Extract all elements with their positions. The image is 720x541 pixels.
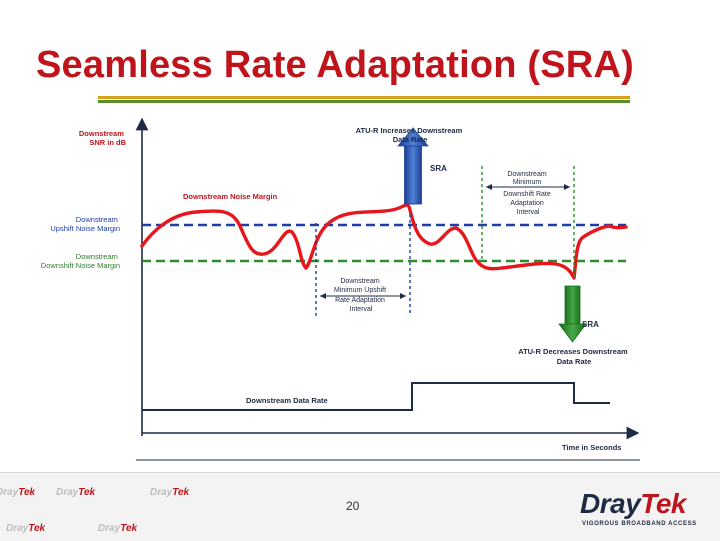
sra-down-label: SRA — [582, 320, 599, 329]
footer-watermark: DrayTek — [98, 523, 138, 534]
slide-footer: DrayTek DrayTek DrayTek DrayTek DrayTek — [0, 472, 720, 541]
title-underline-green — [98, 100, 630, 103]
footer-watermark: DrayTek — [150, 487, 190, 498]
logo-tagline: VIGOROUS BROADBAND ACCESS — [582, 521, 697, 527]
title-underline-gold — [98, 96, 630, 99]
draytek-logo: DrayTek VIGOROUS BROADBAND ACCESS — [580, 488, 697, 527]
decrease-rate-label: ATU-R Decreases Downstream Data Rate — [518, 347, 630, 366]
data-rate-step-line — [142, 382, 610, 411]
upshift-interval-label: Downstream Minimum Upshift Rate Adaptati… — [334, 278, 388, 313]
y-axis-label: Downstream SNR in dB — [79, 129, 127, 147]
footer-watermark: DrayTek — [56, 487, 96, 498]
slide-title: Seamless Rate Adaptation (SRA) — [36, 44, 634, 86]
sra-decrease-arrow — [558, 285, 587, 343]
x-axis-label: Time in Seconds — [562, 443, 621, 452]
data-rate-label: Downstream Data Rate — [246, 396, 328, 405]
downshift-interval-label: Downstream Minimum Downshift Rate Adapta… — [503, 171, 552, 216]
increase-rate-label: ATU-R Increases Downstream Data Rate — [356, 126, 465, 144]
sra-increase-arrow — [397, 127, 429, 205]
sra-diagram: Downstream SNR in dB Downstream Upshift … — [41, 117, 640, 461]
sra-up-label: SRA — [430, 164, 447, 173]
noise-margin-curve — [140, 203, 628, 280]
upshift-margin-label: Downstream Upshift Noise Margin — [50, 215, 120, 233]
footer-watermark: DrayTek — [6, 523, 46, 534]
noise-margin-label: Downstream Noise Margin — [183, 192, 278, 201]
page-number: 20 — [346, 499, 360, 513]
footer-watermark: DrayTek — [0, 487, 36, 498]
downshift-margin-label: Downstream Downshift Noise Margin — [41, 252, 120, 270]
